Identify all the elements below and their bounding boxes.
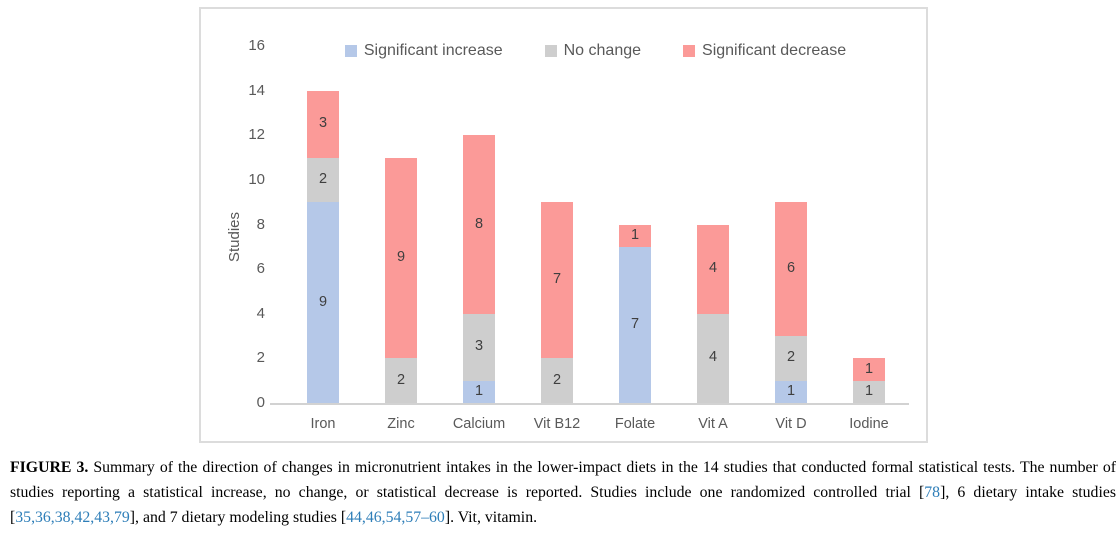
x-category-label: Iodine [849,416,889,432]
bar-value-label: 2 [786,349,796,366]
y-tick-label: 16 [248,37,265,54]
y-tick-label: 10 [248,170,265,188]
x-axis-line [270,403,909,405]
legend-item-decrease[interactable]: Significant decrease [683,42,846,60]
citation-link[interactable]: 78 [924,484,941,501]
bar-segment-increase[interactable]: 1 [775,380,807,403]
bar-value-label: 2 [396,371,406,388]
x-category-label: Calcium [452,416,506,432]
bar-value-label: 1 [630,226,640,243]
bar-segment-increase[interactable]: 1 [463,380,495,403]
bar-segment-decrease[interactable]: 7 [541,202,573,359]
caption-text: ]. Vit, vitamin. [444,509,538,526]
y-tick-label: 8 [256,215,265,233]
y-tick-label: 4 [256,304,265,322]
caption-text: Summary of the direction of changes in m… [10,459,1116,501]
legend-swatch-icon [683,45,696,57]
chart-area: Studies Significant increase No change Sig… [199,7,928,443]
bar-segment-decrease[interactable]: 4 [697,224,729,314]
bar-segment-no-change[interactable]: 2 [385,358,417,403]
bar-value-label: 7 [552,271,562,288]
bar-segment-decrease[interactable]: 6 [775,202,807,337]
bar-segment-decrease[interactable]: 3 [307,90,339,158]
bar-value-label: 2 [552,371,562,388]
legend-label: No change [563,42,642,59]
bar-segment-no-change[interactable]: 4 [697,313,729,403]
caption-text: ], and 7 dietary modeling studies [ [129,509,347,526]
bar-value-label: 9 [318,293,328,310]
bar-segment-no-change[interactable]: 2 [307,157,339,203]
bar-value-label: 4 [708,260,718,277]
legend-item-no-change[interactable]: No change [544,42,642,60]
bar-value-label: 2 [318,170,328,187]
x-category-label: Iron [310,416,336,432]
legend-swatch-icon [544,45,557,57]
bar-value-label: 1 [474,382,484,399]
bar-segment-decrease[interactable]: 9 [385,157,417,359]
x-category-label: Folate [614,416,656,432]
citation-link[interactable]: 44,46,54,57–60 [346,509,445,526]
bar-value-label: 9 [396,248,406,265]
legend-label: Significant decrease [702,42,847,59]
bar-segment-no-change[interactable]: 1 [853,380,885,403]
bar-value-label: 7 [630,315,640,332]
bar-segment-increase[interactable]: 7 [619,246,651,403]
bar-segment-no-change[interactable]: 2 [775,336,807,381]
figure-caption: FIGURE 3. Summary of the direction of ch… [10,455,1116,530]
bar-segment-decrease[interactable]: 8 [463,135,495,314]
y-tick-label: 14 [248,81,265,99]
bar-value-label: 4 [708,349,718,366]
y-tick-label: 2 [256,349,265,367]
x-category-label: Zinc [387,416,415,432]
chart-legend: Significant increase No change Significant… [271,42,920,60]
bar-value-label: 1 [864,360,874,377]
bar-value-label: 1 [864,382,874,399]
bar-value-label: 3 [318,115,328,132]
x-category-label: Vit A [698,416,728,432]
bar-segment-increase[interactable]: 9 [307,202,339,403]
legend-item-increase[interactable]: Significant increase [344,42,503,60]
bar-value-label: 3 [474,338,484,355]
citation-link[interactable]: 35,36,38,42,43,79 [15,509,130,526]
legend-swatch-icon [344,45,357,57]
caption-figure-label: FIGURE 3. [10,459,89,476]
caption-text: ], 6 dietary intake studies [ [10,484,1116,526]
y-tick-label: 6 [256,260,265,278]
bar-segment-decrease[interactable]: 1 [853,358,885,381]
bar-segment-no-change[interactable]: 2 [541,358,573,403]
bar-segment-no-change[interactable]: 3 [463,313,495,381]
bar-value-label: 8 [474,215,484,232]
bar-value-label: 6 [786,260,796,277]
bar-value-label: 1 [786,382,796,399]
y-tick-label: 0 [256,394,265,411]
legend-label: Significant increase [363,42,503,59]
bar-segment-decrease[interactable]: 1 [619,224,651,247]
y-tick-label: 12 [248,126,265,144]
x-category-label: Vit B12 [533,416,581,432]
x-category-label: Vit D [775,416,807,432]
